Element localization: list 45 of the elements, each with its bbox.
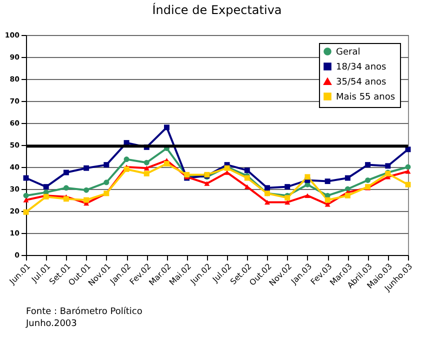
- point: [84, 197, 90, 203]
- point: [84, 187, 90, 193]
- point: [304, 174, 310, 180]
- point: [164, 160, 170, 166]
- source-note: Fonte : Barómetro Político: [26, 306, 142, 318]
- point: [324, 197, 330, 203]
- point: [344, 192, 350, 198]
- point: [244, 168, 250, 174]
- point: [104, 162, 110, 168]
- point: [365, 162, 371, 168]
- point: [204, 181, 210, 186]
- point: [284, 184, 290, 190]
- point: [23, 192, 29, 198]
- point: [344, 175, 350, 181]
- point: [124, 156, 130, 162]
- point: [324, 178, 330, 184]
- point: [63, 170, 69, 176]
- legend-label: Mais 55 anos: [336, 92, 396, 102]
- point: [365, 177, 371, 183]
- point: [405, 169, 411, 174]
- point: [43, 184, 49, 190]
- point: [385, 163, 391, 169]
- point: [405, 164, 411, 170]
- point: [304, 193, 310, 198]
- point: [324, 202, 330, 207]
- point: [144, 170, 150, 176]
- legend-label: 35/54 anos: [336, 78, 387, 88]
- point: [164, 124, 170, 130]
- point: [124, 166, 130, 172]
- point: [144, 166, 150, 170]
- point: [264, 185, 270, 191]
- legend-label: 18/34 anos: [336, 62, 387, 72]
- point: [63, 185, 69, 191]
- point: [284, 195, 290, 201]
- point: [63, 196, 69, 202]
- chart-title: Índice de Expectativa: [152, 2, 282, 17]
- point: [23, 198, 29, 202]
- point: [264, 200, 270, 205]
- legend-label: Geral: [336, 48, 360, 58]
- point: [84, 165, 90, 171]
- point: [405, 182, 411, 188]
- point: [144, 160, 150, 166]
- point: [104, 180, 110, 186]
- text: Junho.2003: [26, 318, 78, 330]
- point: [23, 209, 29, 215]
